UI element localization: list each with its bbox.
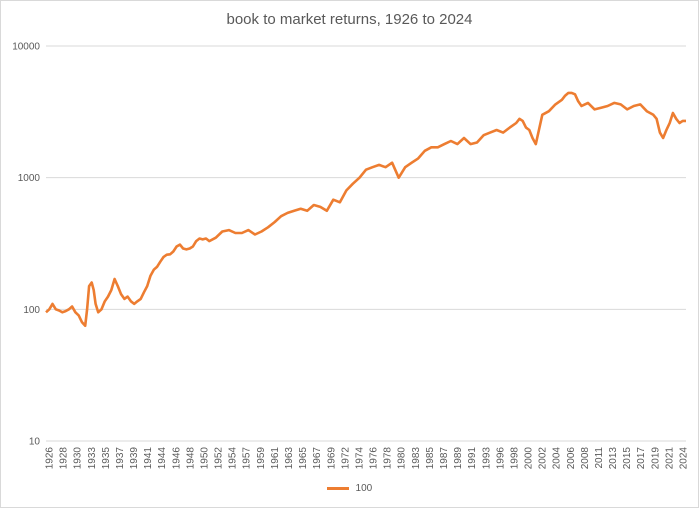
x-tick-label: 2006 [566, 447, 577, 470]
x-tick-label: 1998 [509, 447, 520, 470]
x-tick-label: 1952 [214, 447, 225, 470]
legend-swatch [326, 486, 349, 490]
x-tick-label: 1976 [369, 447, 380, 470]
chart-title: book to market returns, 1926 to 2024 [226, 11, 473, 28]
x-tick-label: 2024 [679, 447, 690, 470]
x-tick-label: 1980 [397, 447, 408, 470]
x-tick-label: 1941 [143, 447, 154, 470]
legend-label: 100 [355, 483, 373, 494]
x-tick-label: 1983 [411, 447, 422, 470]
x-tick-label: 1944 [157, 447, 168, 470]
x-tick-label: 1987 [439, 447, 450, 470]
x-tick-label: 2000 [524, 447, 535, 470]
x-tick-label: 1957 [242, 447, 253, 470]
x-tick-label: 1972 [340, 447, 351, 470]
x-tick-label: 2019 [650, 447, 661, 470]
chart-legend: 100 [0, 483, 699, 494]
x-tick-label: 2015 [622, 447, 633, 470]
x-tick-label: 1937 [115, 447, 126, 470]
x-tick-label: 1985 [425, 447, 436, 470]
x-tick-label: 1967 [312, 447, 323, 470]
y-tick-label: 100 [23, 305, 40, 316]
series-line [45, 91, 686, 328]
x-tick-label: 1948 [185, 447, 196, 470]
y-tick-label: 10000 [12, 42, 40, 53]
x-tick-label: 1933 [87, 447, 98, 470]
x-tick-label: 1993 [481, 447, 492, 470]
x-tick-label: 2021 [664, 447, 675, 470]
x-tick-label: 2013 [608, 447, 619, 470]
x-tick-label: 1974 [354, 447, 365, 470]
x-tick-label: 1965 [298, 447, 309, 470]
x-tick-label: 1928 [59, 447, 70, 470]
x-tick-label: 1950 [199, 447, 210, 470]
x-tick-label: 1969 [326, 447, 337, 470]
x-tick-label: 2008 [580, 447, 591, 470]
x-tick-label: 1935 [101, 447, 112, 470]
x-tick-label: 1946 [171, 447, 182, 470]
x-tick-label: 1939 [129, 447, 140, 470]
x-tick-label: 1926 [45, 447, 56, 470]
y-tick-label: 10 [29, 437, 41, 448]
x-tick-label: 1930 [73, 447, 84, 470]
x-tick-label: 2002 [538, 447, 549, 470]
x-tick-label: 1978 [383, 447, 394, 470]
x-tick-label: 2011 [594, 447, 605, 469]
x-tick-label: 2004 [552, 447, 563, 470]
x-tick-label: 1996 [495, 447, 506, 470]
x-tick-label: 1991 [467, 447, 478, 470]
x-tick-label: 1961 [270, 447, 281, 470]
x-tick-label: 1959 [256, 447, 267, 470]
x-tick-label: 1954 [228, 447, 239, 470]
x-tick-label: 1989 [453, 447, 464, 470]
y-tick-label: 1000 [18, 173, 41, 184]
x-tick-label: 1963 [284, 447, 295, 470]
x-tick-label: 2017 [636, 447, 647, 470]
